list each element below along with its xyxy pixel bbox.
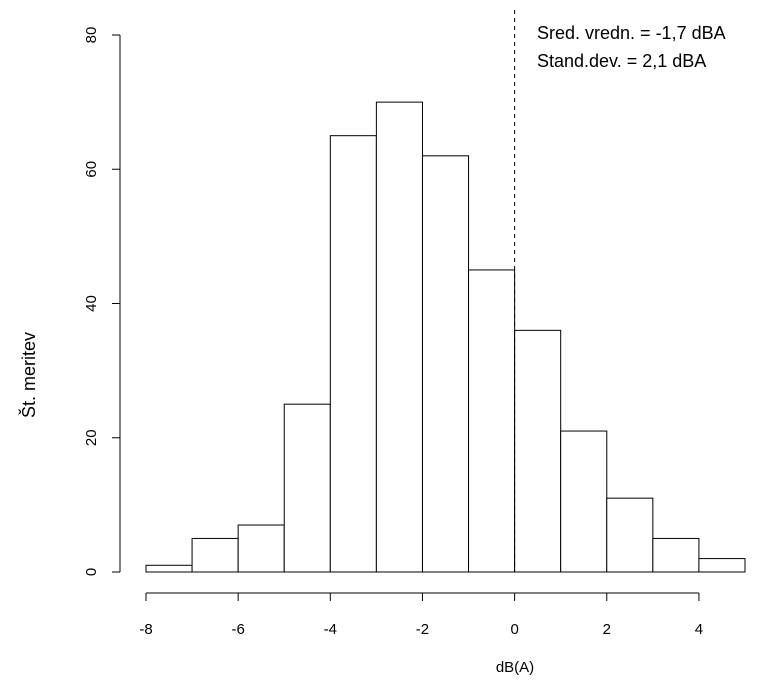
bar xyxy=(237,524,285,573)
x-tick-label: -8 xyxy=(139,621,152,638)
x-tick-label: 0 xyxy=(510,621,518,638)
x-axis-label: dB(A) xyxy=(496,659,534,676)
bar xyxy=(283,403,331,573)
bar xyxy=(606,497,654,573)
y-tick-label: 20 xyxy=(83,429,100,446)
bar xyxy=(145,564,193,573)
bar xyxy=(652,537,700,573)
bar xyxy=(514,329,562,573)
annotation: Sred. vredn. = -1,7 dBA xyxy=(537,23,726,43)
annotation: Stand.dev. = 2,1 dBA xyxy=(537,51,706,71)
y-tick-label: 80 xyxy=(83,27,100,44)
bar xyxy=(375,101,423,573)
bar xyxy=(468,269,516,573)
bar xyxy=(421,155,470,573)
bar xyxy=(698,558,746,573)
x-tick-label: 2 xyxy=(603,621,611,638)
x-tick-label: -2 xyxy=(416,621,429,638)
x-tick-label: 4 xyxy=(695,621,703,638)
x-tick-label: -6 xyxy=(231,621,244,638)
y-tick-label: 60 xyxy=(83,161,100,178)
y-tick-label: 0 xyxy=(83,568,100,576)
bar xyxy=(560,430,608,573)
y-tick-label: 40 xyxy=(83,295,100,312)
x-tick-label: -4 xyxy=(324,621,337,638)
bar xyxy=(191,537,239,573)
bar xyxy=(329,135,377,573)
y-axis-label: Št. meritev xyxy=(18,332,39,418)
